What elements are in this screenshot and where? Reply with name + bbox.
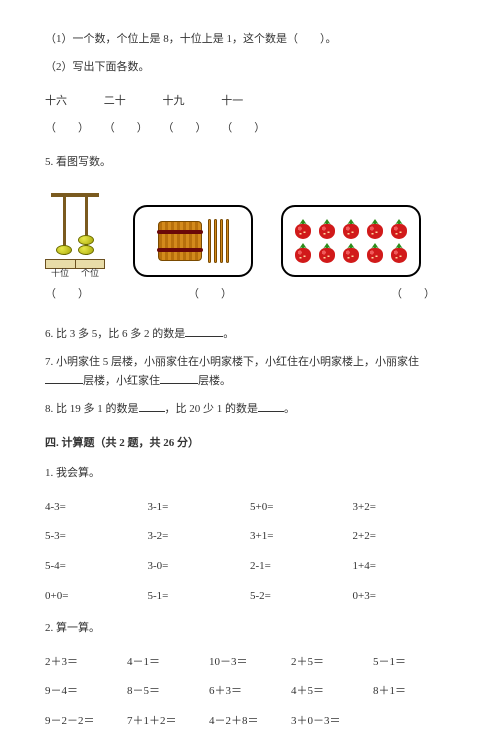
question-1: （1）一个数，个位上是 8，十位上是 1，这个数是（ ）。 xyxy=(45,30,455,50)
q7-blank2 xyxy=(160,372,198,384)
abacus-ones-label: 个位 xyxy=(75,265,105,281)
calc2-r2c4 xyxy=(373,712,455,732)
q7-pre: 7. 小明家住 5 层楼，小丽家住在小明家楼下，小红住在小明家楼上，小丽家住 xyxy=(45,356,419,368)
calc2-r0c3: 2＋5＝ xyxy=(291,653,373,673)
calc1-r2c2: 2-1= xyxy=(250,557,353,577)
calc1-r1c2: 3+1= xyxy=(250,527,353,547)
q6-pre: 6. 比 3 多 5，比 6 多 2 的数是 xyxy=(45,328,185,340)
calc1-r3c2: 5-2= xyxy=(250,587,353,607)
figure-answer-row: （ ） （ ） （ ） xyxy=(45,285,455,305)
calc1-r0c2: 5+0= xyxy=(250,498,353,518)
calc2-r0c1: 4－1＝ xyxy=(127,653,209,673)
calc2-r2c3: 3＋0－3＝ xyxy=(291,712,373,732)
blank-a: （ ） xyxy=(45,119,101,139)
q8-pre: 8. 比 19 多 1 的数是 xyxy=(45,403,139,415)
stick-bundle xyxy=(158,221,202,261)
calc1-r3c0: 0+0= xyxy=(45,587,148,607)
fig-answer-a: （ ） xyxy=(45,285,135,305)
calc2-r1c2: 6＋3＝ xyxy=(209,682,291,702)
calc1-r2c0: 5-4= xyxy=(45,557,148,577)
num-11: 十一 xyxy=(221,92,277,112)
calc2-grid: 2＋3＝ 4－1＝ 10－3＝ 2＋5＝ 5－1＝ 9－4＝ 8－5＝ 6＋3＝… xyxy=(45,653,455,732)
calc1-r1c0: 5-3= xyxy=(45,527,148,547)
calc2-title: 2. 算一算。 xyxy=(45,619,455,639)
calc2-r0c0: 2＋3＝ xyxy=(45,653,127,673)
calc2-r1c1: 8－5＝ xyxy=(127,682,209,702)
question-8: 8. 比 19 多 1 的数是 ，比 20 少 1 的数是 。 xyxy=(45,400,455,420)
calc1-r0c3: 3+2= xyxy=(353,498,456,518)
q7-mid: 层楼，小红家住 xyxy=(83,375,160,387)
q8-blank2 xyxy=(258,400,284,412)
abacus-tens-label: 十位 xyxy=(45,265,75,281)
q8-post: 。 xyxy=(284,403,295,415)
calc1-r2c3: 1+4= xyxy=(353,557,456,577)
calc2-r2c1: 7＋1＋2＝ xyxy=(127,712,209,732)
calc1-r0c1: 3-1= xyxy=(148,498,251,518)
calc1-grid: 4-3= 3-1= 5+0= 3+2= 5-3= 3-2= 3+1= 2+2= … xyxy=(45,498,455,607)
calc2-r0c2: 10－3＝ xyxy=(209,653,291,673)
bead-tens-1 xyxy=(56,245,72,255)
calc2-r2c2: 4－2＋8＝ xyxy=(209,712,291,732)
calc2-r1c0: 9－4＝ xyxy=(45,682,127,702)
calc1-r1c1: 3-2= xyxy=(148,527,251,547)
calc1-r0c0: 4-3= xyxy=(45,498,148,518)
blank-d: （ ） xyxy=(221,119,277,139)
num-20: 二十 xyxy=(104,92,160,112)
question-6: 6. 比 3 多 5，比 6 多 2 的数是 。 xyxy=(45,325,455,345)
fig-answer-b: （ ） xyxy=(135,285,285,305)
question-5: 5. 看图写数。 xyxy=(45,153,455,173)
num-16: 十六 xyxy=(45,92,101,112)
fig-answer-c: （ ） xyxy=(285,285,435,305)
question-2: （2）写出下面各数。 xyxy=(45,58,455,78)
loose-sticks xyxy=(208,219,229,263)
bead-ones-2 xyxy=(78,235,94,245)
calc2-r1c3: 4＋5＝ xyxy=(291,682,373,702)
q6-blank xyxy=(185,325,223,337)
blank-c: （ ） xyxy=(163,119,219,139)
figures-row: 十位 个位 xyxy=(45,187,455,277)
sticks-figure xyxy=(133,205,253,277)
calc1-r1c3: 2+2= xyxy=(353,527,456,547)
q7-blank1 xyxy=(45,372,83,384)
calc2-r1c4: 8＋1＝ xyxy=(373,682,455,702)
section-4-heading: 四. 计算题（共 2 题，共 26 分） xyxy=(45,434,455,454)
chinese-number-row: 十六 二十 十九 十一 xyxy=(45,92,455,112)
abacus-figure: 十位 个位 xyxy=(45,187,105,277)
blank-paren-row: （ ） （ ） （ ） （ ） xyxy=(45,119,455,139)
num-19: 十九 xyxy=(163,92,219,112)
calc2-r2c0: 9－2－2＝ xyxy=(45,712,127,732)
bead-ones-1 xyxy=(78,245,94,255)
calc1-r3c3: 0+3= xyxy=(353,587,456,607)
strawberry-figure xyxy=(281,205,421,277)
blank-b: （ ） xyxy=(104,119,160,139)
q8-mid: ，比 20 少 1 的数是 xyxy=(165,403,259,415)
calc1-r2c1: 3-0= xyxy=(148,557,251,577)
calc1-title: 1. 我会算。 xyxy=(45,464,455,484)
q8-blank1 xyxy=(139,400,165,412)
calc1-r3c1: 5-1= xyxy=(148,587,251,607)
calc2-r0c4: 5－1＝ xyxy=(373,653,455,673)
q6-post: 。 xyxy=(223,328,234,340)
q7-post: 层楼。 xyxy=(198,375,231,387)
question-7: 7. 小明家住 5 层楼，小丽家住在小明家楼下，小红住在小明家楼上，小丽家住 层… xyxy=(45,353,455,393)
